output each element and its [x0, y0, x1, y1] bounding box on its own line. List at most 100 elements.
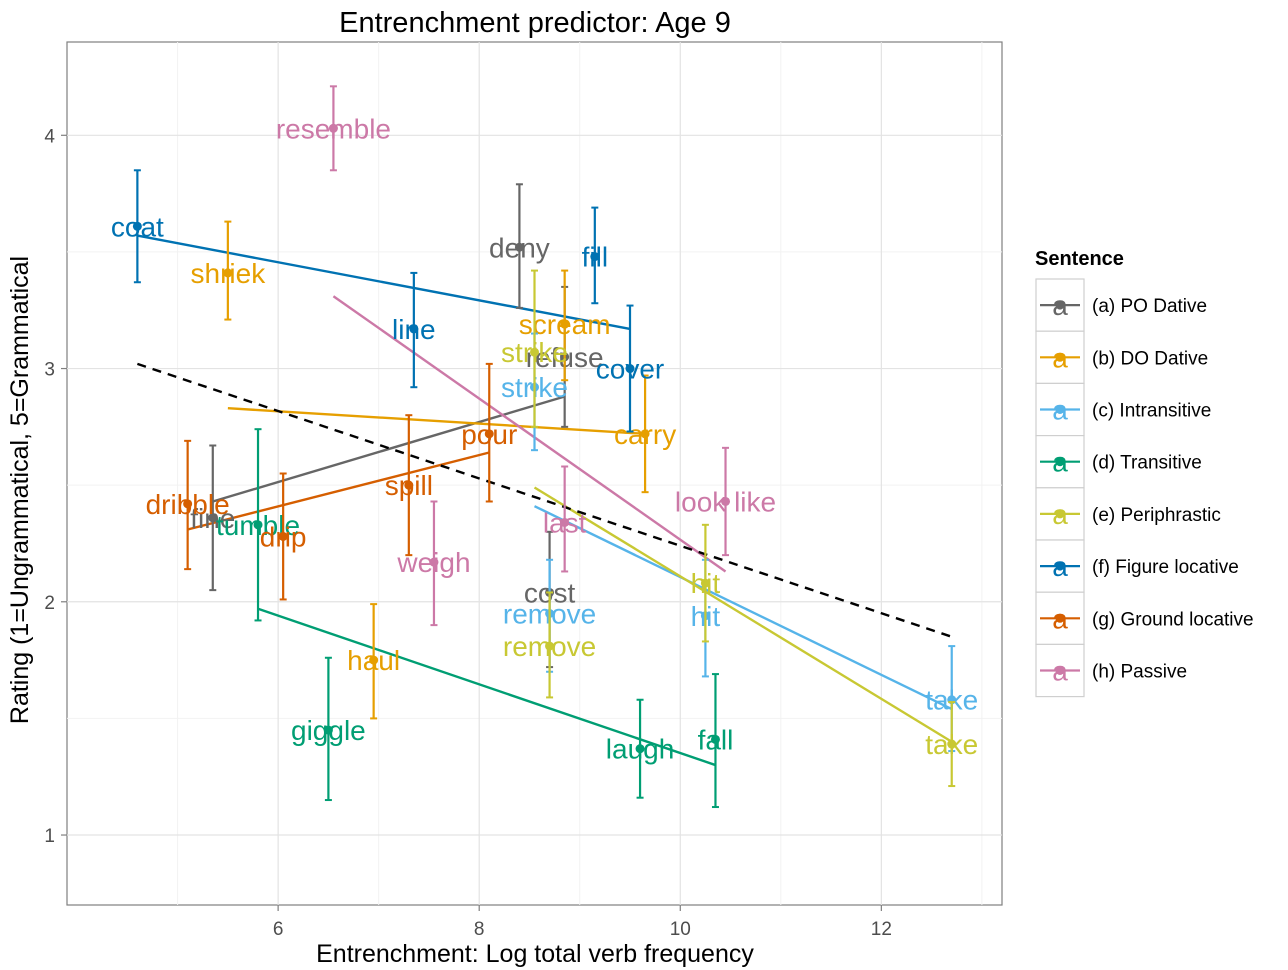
- legend: Sentence a (a) PO Dative a (b) DO Dative a (c…: [1035, 248, 1254, 698]
- legend-entry-label: (a) PO Dative: [1092, 296, 1207, 317]
- legend-key-glyph: a: [1052, 447, 1068, 478]
- chart-title: Entrenchment predictor: Age 9: [339, 7, 731, 39]
- data-point: [721, 496, 731, 506]
- x-tick-label: 10: [670, 919, 691, 940]
- point-label: drip: [260, 521, 307, 552]
- legend-key-point: [1055, 352, 1065, 362]
- data-point: [404, 480, 414, 490]
- data-point: [640, 429, 650, 439]
- y-tick-label: 3: [44, 360, 55, 381]
- legend-entry-label: (d) Transitive: [1092, 453, 1202, 474]
- data-point: [560, 517, 570, 527]
- point-label: dribble: [146, 489, 230, 520]
- point-label: weigh: [396, 547, 470, 578]
- data-point: [700, 578, 710, 588]
- point-label: look like: [675, 486, 776, 517]
- point-label: line: [392, 314, 436, 345]
- legend-key-point: [1055, 561, 1065, 571]
- data-point: [947, 739, 957, 749]
- legend-entries: a (a) PO Dative a (b) DO Dative a (c) Intrans…: [1035, 278, 1254, 698]
- fit-line: [137, 234, 631, 331]
- fit-line: [227, 406, 646, 436]
- point-label: deny: [489, 232, 550, 263]
- point-label: scream: [519, 309, 611, 340]
- data-point: [530, 347, 539, 357]
- legend-key-glyph: a: [1052, 603, 1068, 634]
- data-point: [545, 641, 555, 651]
- legend-key-glyph: a: [1052, 290, 1068, 321]
- legend-title: Sentence: [1035, 248, 1124, 270]
- point-label: strike: [501, 337, 568, 368]
- data-point: [223, 268, 233, 278]
- fit-line: [533, 486, 953, 743]
- legend-key-point: [1055, 613, 1065, 623]
- legend-entry-label: (h) Passive: [1092, 662, 1187, 683]
- x-tick-label: 8: [474, 919, 485, 940]
- data-point: [635, 744, 645, 754]
- data-point: [560, 319, 570, 329]
- x-tick-label: 6: [273, 919, 284, 940]
- data-point: [253, 520, 263, 530]
- point-label: coat: [111, 211, 164, 242]
- data-point: [323, 725, 333, 735]
- y-tick-label: 1: [44, 826, 55, 847]
- point-label: last: [543, 507, 587, 538]
- legend-entry-label: (b) DO Dative: [1092, 348, 1208, 369]
- legend-entry-label: (c) Intransitive: [1092, 401, 1211, 422]
- point-label: resemble: [276, 113, 391, 144]
- fit-line: [212, 395, 566, 503]
- point-label: spill: [385, 470, 433, 501]
- data-point: [625, 364, 635, 374]
- point-label: pour: [461, 419, 517, 450]
- legend-key-point: [1055, 666, 1065, 675]
- data-point: [183, 499, 193, 509]
- legend-key-glyph: a: [1052, 551, 1068, 582]
- data-marks: finedenyrefusecostshriekscreamcarryhauls…: [111, 85, 978, 809]
- data-point: [429, 557, 439, 567]
- data-point: [590, 252, 600, 262]
- data-point: [278, 531, 288, 541]
- legend-entry-label: (g) Ground locative: [1092, 609, 1254, 630]
- grid-lines: [67, 42, 1002, 905]
- legend-key-point: [1055, 300, 1065, 310]
- y-axis-label: Rating (1=Ungrammatical, 5=Grammatical: [6, 256, 34, 724]
- fit-line: [533, 505, 953, 711]
- fit-line: [332, 295, 727, 573]
- point-label: remove: [503, 631, 596, 662]
- legend-entry-label: (e) Periphrastic: [1092, 505, 1221, 526]
- point-label: fill: [582, 242, 608, 273]
- legend-key-glyph: a: [1052, 656, 1068, 687]
- fit-lines: [136, 234, 953, 767]
- data-point: [208, 513, 218, 523]
- legend-entry-label: (f) Figure locative: [1092, 557, 1239, 578]
- point-label: hit: [691, 568, 721, 599]
- legend-key-point: [1055, 405, 1065, 414]
- point-label: laugh: [606, 734, 675, 765]
- x-tick-label: 12: [871, 919, 892, 940]
- y-tick-label: 4: [44, 126, 55, 147]
- data-point: [409, 324, 419, 334]
- data-point: [132, 221, 142, 231]
- point-label: giggle: [291, 715, 366, 746]
- legend-key-glyph: a: [1052, 342, 1068, 373]
- data-point: [484, 429, 494, 439]
- y-tick-label: 2: [44, 593, 55, 614]
- data-point: [710, 734, 720, 744]
- point-label: take: [925, 729, 978, 760]
- legend-key-point: [1055, 457, 1065, 467]
- data-point: [369, 655, 379, 665]
- data-point: [514, 242, 524, 252]
- point-label: fall: [698, 724, 734, 755]
- point-label: fine: [190, 503, 235, 534]
- point-label: haul: [347, 645, 400, 676]
- point-label: carry: [614, 419, 676, 450]
- legend-key-point: [1055, 509, 1065, 519]
- x-axis-label: Entrenchment: Log total verb frequency: [316, 940, 754, 968]
- data-point: [328, 123, 338, 133]
- legend-key-glyph: a: [1052, 499, 1068, 530]
- fit-line: [187, 451, 490, 531]
- legend-key-glyph: a: [1052, 395, 1068, 426]
- point-label: shriek: [191, 258, 267, 289]
